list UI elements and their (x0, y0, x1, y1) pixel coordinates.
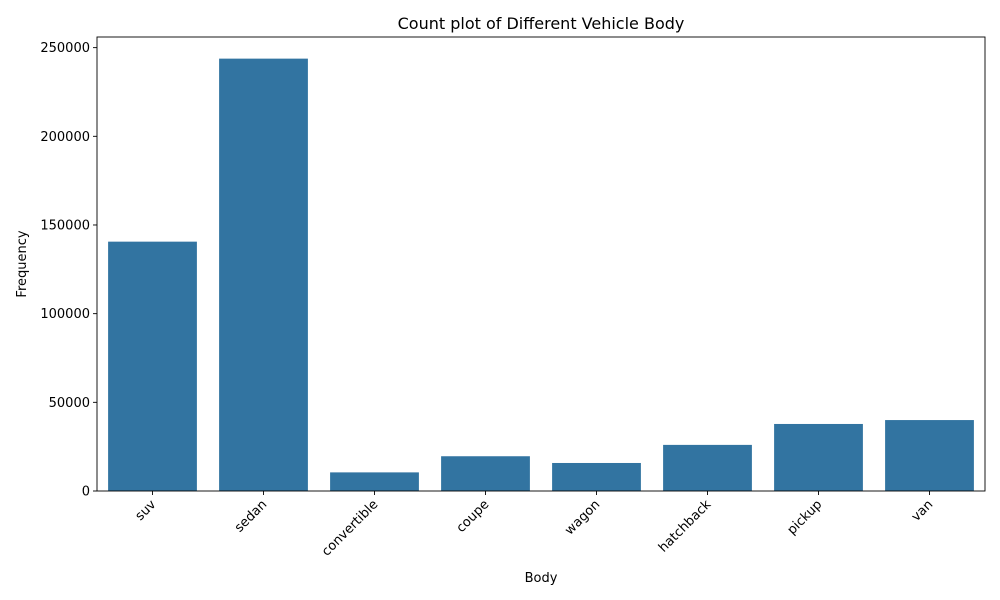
y-tick-label: 250000 (40, 41, 90, 56)
y-axis: 0 50000 100000 150000 200000 250000 (40, 41, 97, 500)
chart-title: Count plot of Different Vehicle Body (398, 14, 685, 33)
bar-suv (108, 241, 197, 491)
x-tick-label: sedan (232, 497, 270, 535)
y-tick-label: 150000 (40, 218, 90, 233)
x-tick-label: coupe (454, 497, 493, 536)
plot-frame (96, 36, 986, 492)
x-axis: suv sedan convertible coupe wagon hatchback pi… (133, 491, 937, 559)
x-tick-label: pickup (785, 497, 826, 538)
bars-group (108, 58, 974, 492)
x-axis-title: Body (525, 571, 558, 586)
bar-van (885, 420, 974, 491)
x-tick-label: van (909, 497, 937, 525)
x-tick-label: suv (133, 497, 160, 524)
x-tick-label: convertible (319, 497, 381, 559)
y-axis-title: Frequency (15, 230, 30, 297)
x-tick-label: wagon (562, 497, 603, 538)
y-tick-label: 200000 (40, 130, 90, 145)
bar-convertible (330, 472, 419, 491)
bar-coupe (441, 456, 530, 491)
y-tick-label: 0 (82, 485, 90, 500)
y-tick-label: 100000 (40, 307, 90, 322)
bar-pickup (774, 423, 863, 491)
x-tick-label: hatchback (656, 497, 715, 556)
bar-wagon (552, 462, 641, 491)
bar-hatchback (663, 444, 752, 491)
bar-sedan (219, 58, 308, 492)
y-tick-label: 50000 (49, 396, 90, 411)
